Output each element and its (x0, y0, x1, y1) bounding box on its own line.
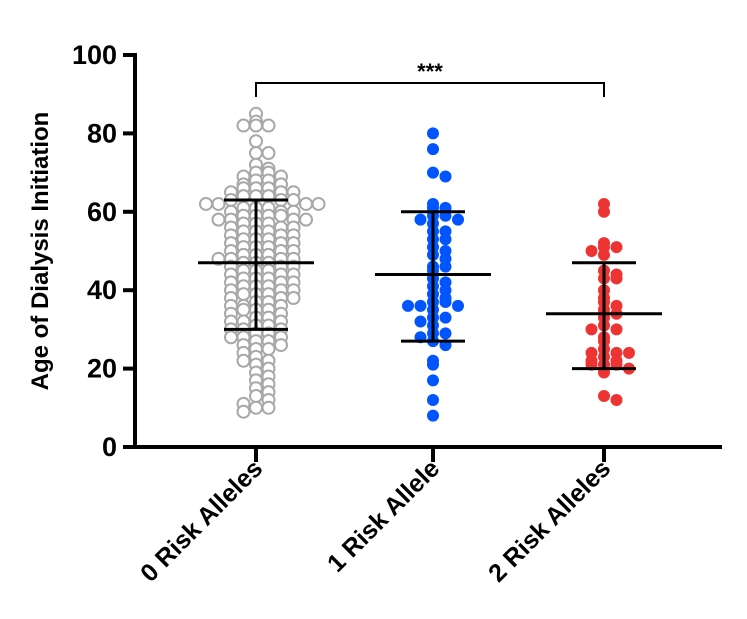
data-point (286, 193, 301, 208)
data-point (598, 390, 610, 403)
x-category-label: 1 Risk Allele (322, 454, 445, 577)
y-tick-label: 0 (102, 432, 117, 462)
data-point (236, 353, 251, 368)
data-point (452, 213, 464, 226)
data-point (261, 400, 276, 415)
data-point (610, 393, 623, 406)
data-point (439, 233, 452, 246)
data-point (452, 299, 464, 312)
data-point (261, 342, 276, 356)
significance-label: *** (417, 59, 443, 84)
data-point (414, 315, 427, 328)
data-point (414, 213, 427, 226)
data-point (598, 248, 610, 261)
y-tick-label: 80 (87, 118, 117, 148)
bracket-line (255, 82, 605, 97)
data-point (585, 245, 598, 257)
y-tick-label: 60 (87, 197, 117, 227)
data-point (274, 338, 288, 353)
data-point (439, 295, 452, 308)
data-point (299, 212, 313, 227)
x-category-label: 0 Risk Alleles (135, 454, 268, 587)
summary-lines (198, 198, 662, 371)
y-tick-label: 100 (72, 40, 117, 70)
x-category-label: 2 Risk Alleles (483, 454, 616, 587)
data-point (623, 346, 635, 359)
data-point (427, 409, 439, 422)
data-point (439, 311, 452, 324)
data-point (261, 146, 276, 160)
data-point (249, 400, 263, 415)
x-axis (133, 445, 722, 462)
data-point (427, 127, 439, 140)
data-point (211, 212, 226, 227)
data-point (211, 196, 226, 211)
data-point (249, 146, 263, 160)
data-point (439, 327, 452, 340)
data-point (249, 134, 263, 149)
data-point (299, 196, 313, 211)
data-point (236, 118, 251, 133)
category-labels: 0 Risk Alleles 1 Risk Allele 2 Risk Allele… (135, 454, 616, 587)
significance-bracket: *** (255, 59, 605, 97)
data-point (199, 196, 213, 211)
data-point (427, 166, 439, 179)
data-point (610, 241, 623, 254)
data-point (311, 196, 326, 211)
data-point (598, 205, 610, 218)
data-point (414, 299, 427, 312)
data-point (585, 323, 598, 336)
data-point (224, 330, 238, 345)
data-point (236, 287, 251, 302)
data-point (439, 170, 452, 183)
data-point (274, 208, 288, 223)
y-tick-label: 40 (87, 275, 117, 305)
data-points (199, 106, 635, 422)
data-point (427, 358, 439, 371)
data-point (236, 404, 251, 419)
data-point (439, 260, 452, 273)
data-point (249, 389, 263, 404)
data-point (286, 291, 301, 306)
data-point (427, 393, 439, 406)
data-point (249, 118, 263, 133)
data-point (427, 374, 439, 387)
y-tick-label: 20 (87, 354, 117, 384)
y-axis: 0 20 40 60 80 100 (72, 40, 137, 462)
data-point (402, 299, 414, 312)
y-axis-title: Age of Dialysis Initiation (27, 112, 54, 391)
data-point (427, 143, 439, 156)
data-point (236, 302, 251, 317)
data-point (610, 323, 623, 336)
data-point (261, 118, 276, 133)
data-point (610, 272, 623, 285)
